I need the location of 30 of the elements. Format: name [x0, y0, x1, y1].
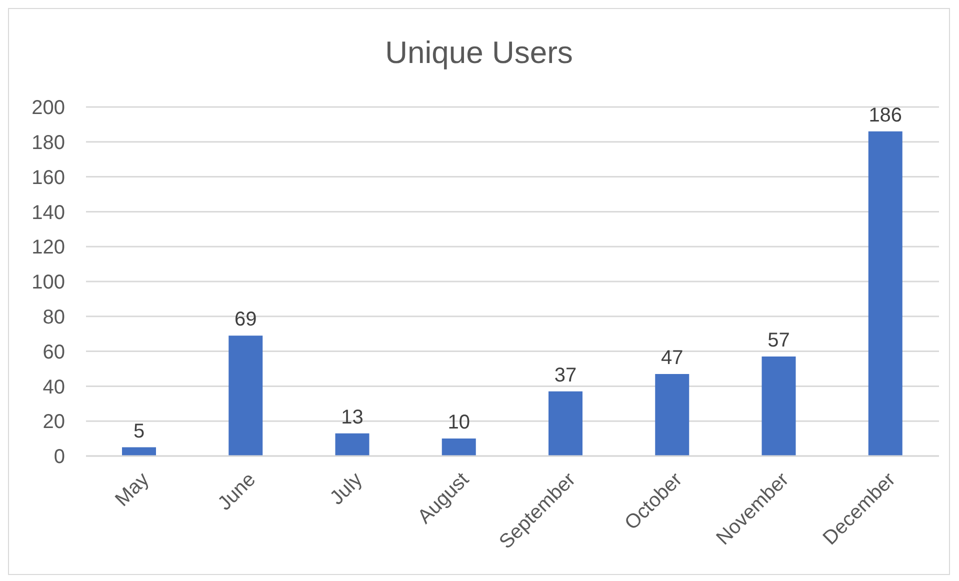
y-tick-label: 60 — [42, 341, 65, 364]
y-tick-label: 0 — [54, 446, 65, 468]
data-label: 37 — [554, 364, 577, 386]
y-tick-label: 120 — [32, 236, 65, 259]
data-label: 13 — [341, 406, 364, 428]
bar — [442, 438, 476, 456]
bar — [335, 433, 370, 456]
y-tick-label: 180 — [32, 132, 65, 154]
chart-title: Unique Users — [384, 35, 574, 71]
y-tick-label: 200 — [32, 97, 65, 120]
bar — [548, 391, 582, 456]
data-label: 10 — [448, 412, 470, 434]
data-label: 69 — [234, 308, 257, 331]
data-label: 186 — [868, 104, 902, 126]
bar — [655, 374, 690, 456]
y-tick-label: 140 — [32, 202, 65, 224]
bar — [762, 356, 796, 456]
bar — [868, 131, 902, 456]
bar — [122, 447, 156, 456]
y-tick-label: 100 — [32, 272, 65, 294]
y-tick-label: 40 — [42, 376, 65, 398]
x-tick-label: May — [111, 468, 154, 511]
y-tick-label: 80 — [42, 306, 65, 328]
data-label: 57 — [768, 330, 790, 352]
y-tick-label: 160 — [32, 166, 65, 189]
data-label: 5 — [133, 420, 145, 442]
y-tick-label: 20 — [42, 411, 65, 434]
data-label: 47 — [661, 346, 684, 369]
x-tick-label: July — [326, 468, 367, 510]
bar — [228, 336, 263, 456]
